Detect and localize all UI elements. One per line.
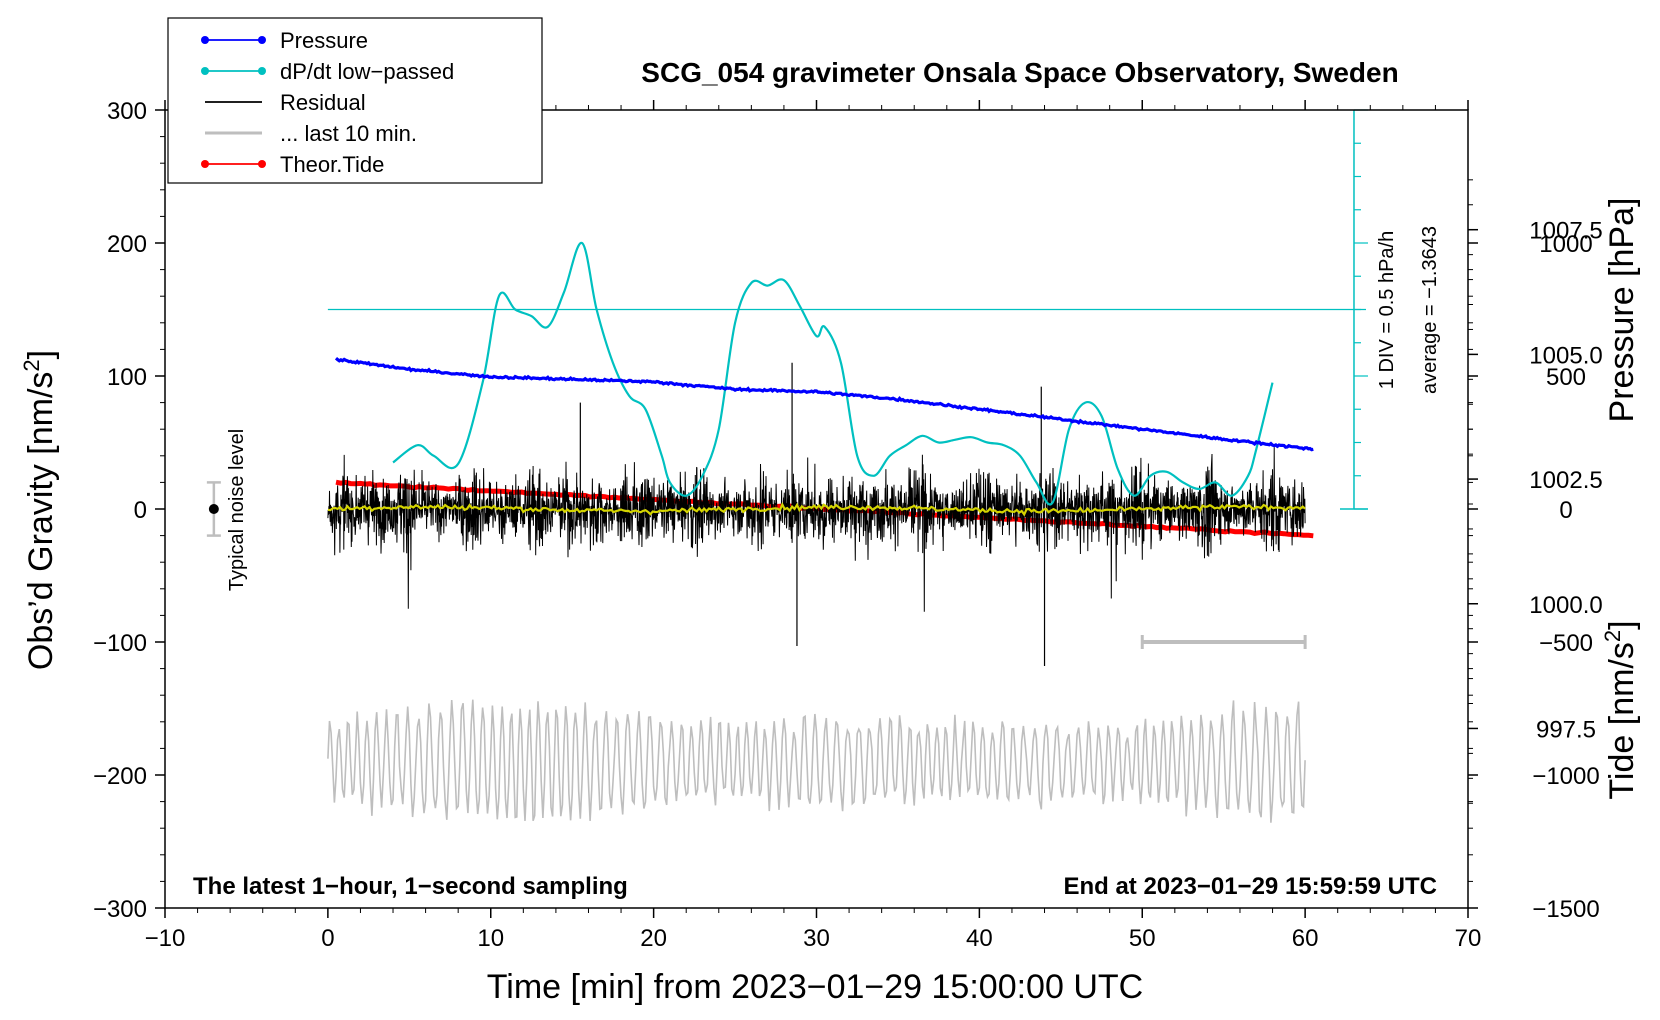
x-tick-label: 50 (1129, 925, 1156, 952)
legend-box (167, 17, 543, 184)
series-pressure (334, 356, 1314, 452)
y-tick-label: −100 (93, 630, 147, 657)
x-tick-label: 70 (1455, 925, 1482, 952)
x-tick-label: 30 (803, 925, 830, 952)
legend: Pressure dP/dt low−passed Residual ... last… (201, 28, 454, 177)
x-tick-label: 0 (321, 925, 334, 952)
rate-scale-average-label: average = −1.3643 (1419, 226, 1441, 394)
tide-tick-label: 500 (1546, 364, 1586, 391)
legend-marker (258, 67, 266, 75)
pressure-tick-label: 1000.0 (1529, 592, 1602, 619)
series-smoothed-residual (327, 502, 1306, 517)
pressure-tick-label: 997.5 (1536, 716, 1596, 743)
tide-tick-label: 0 (1559, 497, 1572, 524)
x-tick-label: 10 (477, 925, 504, 952)
legend-label: Residual (280, 90, 366, 115)
y-tick-label: 200 (107, 231, 147, 258)
x-tick-label: 40 (966, 925, 993, 952)
series-dpdt (392, 241, 1274, 506)
tide-axis-title: Tide [nm/s2] (1600, 620, 1641, 799)
legend-marker (201, 67, 209, 75)
x-tick-label: 20 (640, 925, 667, 952)
noise-level-dot (208, 504, 219, 514)
x-tick-label: −10 (145, 925, 186, 952)
pressure-tick-label: 1002.5 (1529, 467, 1602, 494)
legend-label: dP/dt low−passed (280, 59, 454, 84)
y-tick-label: 0 (134, 497, 147, 524)
sampling-note: The latest 1−hour, 1−second sampling (193, 873, 628, 900)
tide-tick-label: 1000 (1539, 231, 1592, 258)
end-time-note: End at 2023−01−29 15:59:59 UTC (1063, 873, 1437, 900)
legend-label: ... last 10 min. (280, 121, 417, 146)
legend-marker (201, 36, 209, 44)
x-axis-title: Time [min] from 2023−01−29 15:00:00 UTC (487, 968, 1143, 1006)
x-tick-label: 60 (1292, 925, 1319, 952)
chart-title: SCG_054 gravimeter Onsala Space Observat… (641, 57, 1398, 88)
tide-tick-label: −500 (1539, 630, 1593, 657)
noise-level-label: Typical noise level (226, 429, 248, 591)
y-axis-title-left: Obs’d Gravity [nm/s2] (19, 350, 60, 670)
legend-label: Theor.Tide (280, 152, 384, 177)
tide-tick-label: −1000 (1532, 763, 1599, 790)
legend-marker (201, 160, 209, 168)
series-residual (327, 447, 1306, 612)
y-tick-label: 300 (107, 98, 147, 125)
y-tick-label: 100 (107, 364, 147, 391)
tide-tick-label: −1500 (1532, 896, 1599, 923)
pressure-tick-label: 1005.0 (1529, 342, 1602, 369)
axes: −10 0 10 20 30 40 50 60 703002001000−100−200−300… (93, 98, 1603, 952)
pressure-axis-title: Pressure [hPa] (1603, 198, 1641, 423)
series-last-10-min (327, 699, 1306, 823)
rate-scale-div-label: 1 DIV = 0.5 hPa/h (1376, 231, 1398, 389)
plot-area (206, 109, 1368, 823)
pressure-tick-label: 1007.5 (1529, 218, 1602, 245)
legend-marker (258, 36, 266, 44)
legend-label: Pressure (280, 28, 368, 53)
legend-marker (258, 160, 266, 168)
y-tick-label: −300 (93, 896, 147, 923)
y-tick-label: −200 (93, 763, 147, 790)
